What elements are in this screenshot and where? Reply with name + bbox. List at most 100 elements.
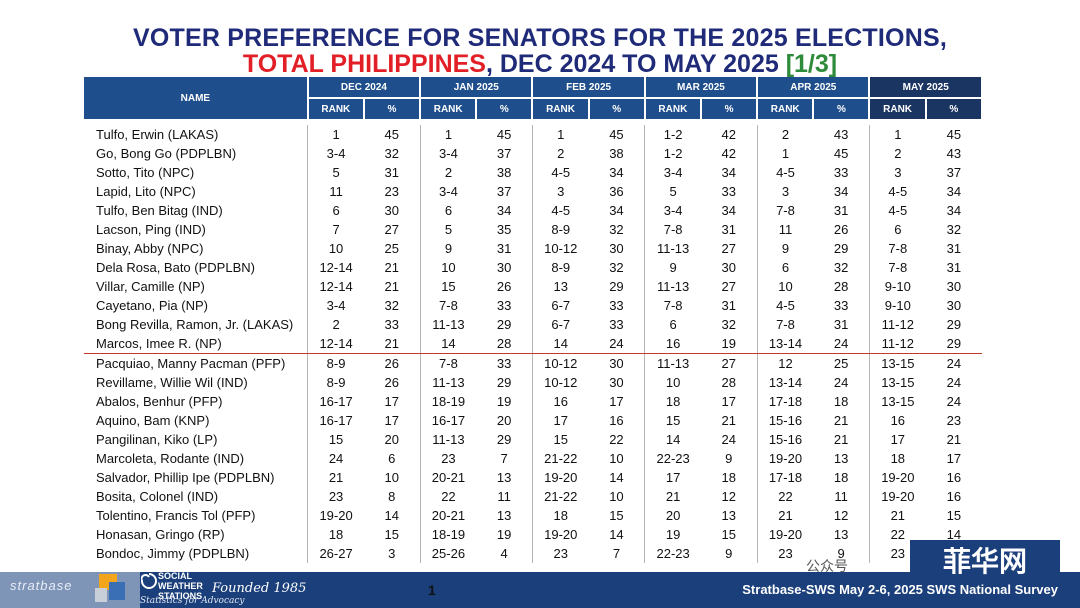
rank-cell: 7-8: [868, 239, 926, 258]
rank-cell: 22-23: [644, 544, 701, 563]
title-page-indicator: [1/3]: [785, 50, 838, 78]
percent-cell: 27: [721, 356, 737, 371]
rank-cell: 23: [419, 449, 477, 468]
percent-cell: 6: [388, 451, 396, 466]
candidate-name: Sotto, Tito (NPC): [96, 165, 195, 180]
page-number: 1: [428, 582, 436, 598]
percent-cell: 29: [496, 432, 512, 447]
percent-cell: 29: [496, 375, 512, 390]
candidate-name: Abalos, Benhur (PFP): [96, 394, 223, 409]
sws-founded: Founded 1985: [212, 581, 307, 596]
rank-cell: 13-14: [756, 373, 814, 392]
percent-cell: 45: [946, 127, 962, 142]
rank-cell: 11-12: [868, 334, 926, 354]
percent-cell: 30: [946, 298, 962, 313]
rank-cell: 15-16: [756, 430, 814, 449]
percent-header: %: [700, 98, 759, 121]
rank-cell: 25-26: [419, 544, 477, 563]
table-row: Tulfo, Ben Bitag (IND) 6 30 6 34 4-5 34 3-4 34 7-…: [84, 201, 982, 220]
rank-cell: 3-4: [419, 182, 477, 201]
rank-cell: 20: [644, 506, 701, 525]
rank-cell: 6-7: [531, 315, 589, 334]
rank-cell: 7: [307, 220, 364, 239]
rank-cell: 3-4: [307, 296, 364, 315]
rank-cell: 11-13: [419, 315, 477, 334]
period-header: APR 2025: [757, 77, 871, 99]
rank-cell: 17-18: [756, 392, 814, 411]
rank-cell: 15: [307, 430, 364, 449]
percent-cell: 24: [946, 394, 962, 409]
percent-cell: 32: [609, 222, 624, 237]
period-header: JAN 2025: [420, 77, 534, 99]
rank-cell: 13-15: [868, 392, 926, 411]
percent-cell: 18: [833, 394, 849, 409]
table-row: Honasan, Gringo (RP) 18 15 18-19 19 19-20 14 19…: [84, 525, 982, 544]
rank-cell: 18-19: [419, 392, 477, 411]
percent-cell: 33: [833, 298, 849, 313]
rank-cell: 11: [307, 182, 364, 201]
rank-cell: 15: [419, 277, 477, 296]
percent-header: %: [588, 98, 646, 121]
percent-cell: 43: [833, 127, 849, 142]
candidate-name: Bong Revilla, Ramon, Jr. (LAKAS): [96, 317, 294, 332]
percent-cell: 33: [833, 165, 849, 180]
percent-cell: 34: [609, 165, 624, 180]
rank-cell: 22-23: [644, 449, 701, 468]
rank-header: RANK: [532, 98, 590, 121]
percent-cell: 34: [609, 203, 624, 218]
percent-cell: 7: [612, 546, 621, 561]
percent-cell: 31: [496, 241, 512, 256]
rank-cell: 15: [644, 411, 701, 430]
percent-cell: 26: [384, 356, 399, 371]
table-row: Revillame, Willie Wil (IND) 8-9 26 11-13 29 1…: [84, 373, 982, 392]
rank-cell: 7-8: [644, 296, 701, 315]
percent-cell: 33: [496, 356, 512, 371]
period-header: FEB 2025: [532, 77, 646, 99]
percent-cell: 31: [833, 203, 849, 218]
percent-cell: 22: [609, 432, 624, 447]
percent-cell: 18: [833, 470, 849, 485]
rank-cell: 17: [531, 411, 589, 430]
survey-source: Stratbase-SWS May 2-6, 2025 SWS National…: [742, 582, 1058, 597]
percent-cell: 26: [496, 279, 512, 294]
rank-cell: 3: [531, 182, 589, 201]
percent-cell: 13: [833, 451, 849, 466]
rank-header: RANK: [307, 98, 365, 121]
rank-cell: 19-20: [531, 525, 589, 544]
percent-cell: 13: [496, 508, 512, 523]
rank-cell: 11-13: [419, 373, 477, 392]
candidate-name: Salvador, Phillip Ipe (PDPLBN): [96, 470, 275, 485]
percent-cell: 34: [721, 203, 737, 218]
table-row: Dela Rosa, Bato (PDPLBN) 12-14 21 10 30 8-9 32…: [84, 258, 982, 277]
candidate-name: Lacson, Ping (IND): [96, 222, 206, 237]
percent-cell: 29: [609, 279, 624, 294]
table-row: Marcos, Imee R. (NP) 12-14 21 14 28 14 24 16 19 1…: [84, 334, 982, 354]
rank-cell: 12-14: [307, 334, 364, 354]
table-row: Salvador, Phillip Ipe (PDPLBN) 21 10 20-21 1…: [84, 468, 982, 487]
percent-cell: 32: [721, 317, 737, 332]
percent-cell: 33: [721, 184, 737, 199]
percent-cell: 23: [946, 413, 962, 428]
percent-cell: 29: [833, 241, 849, 256]
percent-cell: 30: [609, 241, 624, 256]
percent-cell: 21: [384, 260, 399, 275]
table-row: Binay, Abby (NPC) 10 25 9 31 10-12 30 11-13 27 9 2…: [84, 239, 982, 258]
rank-cell: 8-9: [531, 220, 589, 239]
rank-cell: 7-8: [868, 258, 926, 277]
rank-cell: 9: [419, 239, 477, 258]
candidate-name: Go, Bong Go (PDPLBN): [96, 146, 237, 161]
percent-cell: 21: [363, 334, 421, 354]
candidate-name: Tulfo, Erwin (LAKAS): [96, 127, 219, 142]
rank-cell: 2: [868, 144, 926, 163]
percent-cell: 32: [946, 222, 962, 237]
percent-cell: 31: [721, 298, 737, 313]
percent-cell: 26: [384, 375, 399, 390]
percent-header: %: [925, 98, 984, 121]
percent-cell: 30: [721, 260, 737, 275]
rank-cell: 9-10: [868, 296, 926, 315]
table-row: Tulfo, Erwin (LAKAS) 1 45 1 45 1 45 1-2 42 2 43 1 45: [84, 125, 982, 144]
percent-cell: 35: [496, 222, 512, 237]
period-header: DEC 2024: [307, 77, 422, 99]
percent-cell: 31: [833, 317, 849, 332]
percent-cell: 31: [946, 241, 962, 256]
